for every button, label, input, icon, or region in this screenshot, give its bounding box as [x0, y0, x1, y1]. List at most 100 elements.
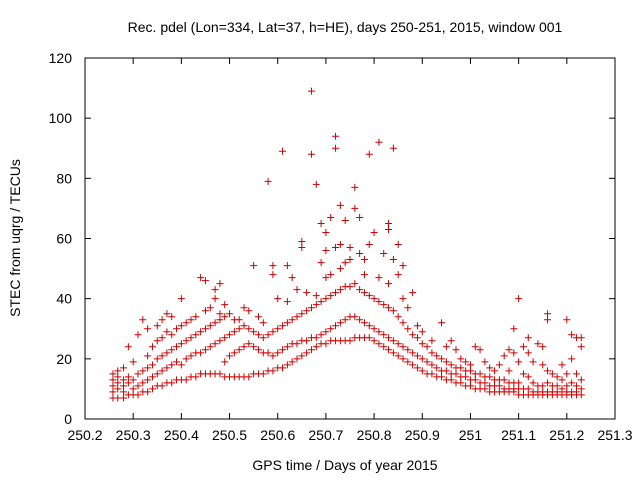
- data-point: [399, 295, 407, 303]
- data-point: [322, 228, 330, 236]
- data-point: [476, 346, 484, 354]
- data-point: [399, 262, 407, 270]
- data-point: [221, 301, 229, 309]
- data-point: [539, 343, 547, 351]
- data-point: [158, 352, 166, 360]
- data-point: [572, 382, 580, 390]
- data-point: [245, 325, 253, 333]
- data-point: [351, 204, 359, 212]
- data-point: [259, 319, 267, 327]
- plot-frame: [84, 57, 616, 420]
- data-point: [413, 364, 421, 372]
- data-point: [394, 241, 402, 249]
- data-point: [298, 310, 306, 318]
- data-point: [341, 259, 349, 267]
- data-point: [182, 355, 190, 363]
- x-tick-label: 250.6: [260, 427, 295, 443]
- data-point: [577, 385, 585, 393]
- data-point: [120, 364, 128, 372]
- data-point: [177, 361, 185, 369]
- data-point: [120, 376, 128, 384]
- data-point: [399, 355, 407, 363]
- data-point: [114, 373, 122, 381]
- data-point: [505, 346, 513, 354]
- data-point: [428, 370, 436, 378]
- x-tick-label: 250.7: [308, 427, 343, 443]
- data-point: [466, 382, 474, 390]
- data-point: [544, 379, 552, 387]
- data-point: [211, 340, 219, 348]
- data-point: [336, 286, 344, 294]
- data-point: [385, 334, 393, 342]
- data-point: [356, 286, 364, 294]
- data-point: [404, 346, 412, 354]
- data-point: [568, 379, 576, 387]
- data-point: [418, 340, 426, 348]
- data-point: [240, 322, 248, 330]
- data-point: [221, 358, 229, 366]
- data-point: [365, 292, 373, 300]
- data-point: [466, 361, 474, 369]
- data-point: [177, 322, 185, 330]
- data-point: [438, 373, 446, 381]
- data-point: [148, 343, 156, 351]
- data-point: [495, 382, 503, 390]
- data-point: [201, 346, 209, 354]
- data-point: [259, 334, 267, 342]
- data-point: [173, 358, 181, 366]
- data-point: [346, 283, 354, 291]
- data-point: [418, 367, 426, 375]
- data-point: [558, 376, 566, 384]
- data-point: [442, 367, 450, 375]
- x-tick-label: 250.5: [212, 427, 247, 443]
- data-point: [148, 361, 156, 369]
- x-tick-label: 250.8: [357, 427, 392, 443]
- data-point: [563, 382, 571, 390]
- data-point: [563, 370, 571, 378]
- data-point: [124, 373, 132, 381]
- y-axis: 0 20 40 60 80 100 120: [49, 50, 615, 427]
- data-point: [177, 340, 185, 348]
- data-point: [182, 319, 190, 327]
- y-tick-label: 0: [64, 411, 72, 427]
- data-point: [447, 376, 455, 384]
- data-point: [375, 340, 383, 348]
- data-point: [394, 271, 402, 279]
- data-point: [322, 274, 330, 282]
- data-point: [399, 343, 407, 351]
- data-point: [153, 337, 161, 345]
- data-point: [163, 310, 171, 318]
- data-point: [389, 349, 397, 357]
- data-point: [312, 343, 320, 351]
- data-point: [577, 343, 585, 351]
- data-points: [109, 87, 585, 402]
- data-point: [389, 307, 397, 315]
- x-tick-label: 251.1: [501, 427, 536, 443]
- data-point: [442, 343, 450, 351]
- data-point: [385, 346, 393, 354]
- data-point: [254, 346, 262, 354]
- data-point: [288, 358, 296, 366]
- data-point: [235, 346, 243, 354]
- data-point: [303, 337, 311, 345]
- data-point: [230, 328, 238, 336]
- data-point: [413, 334, 421, 342]
- data-point: [144, 388, 152, 396]
- data-point: [129, 358, 137, 366]
- data-point: [568, 355, 576, 363]
- y-tick-label: 80: [56, 170, 72, 186]
- data-point: [433, 352, 441, 360]
- data-point: [298, 238, 306, 246]
- data-point: [250, 343, 258, 351]
- data-point: [332, 289, 340, 297]
- data-point: [163, 349, 171, 357]
- data-point: [216, 337, 224, 345]
- data-point: [457, 379, 465, 387]
- data-point: [385, 280, 393, 288]
- data-point: [360, 319, 368, 327]
- data-point: [307, 304, 315, 312]
- data-point: [221, 334, 229, 342]
- data-point: [264, 177, 272, 185]
- data-point: [495, 361, 503, 369]
- data-point: [307, 87, 315, 95]
